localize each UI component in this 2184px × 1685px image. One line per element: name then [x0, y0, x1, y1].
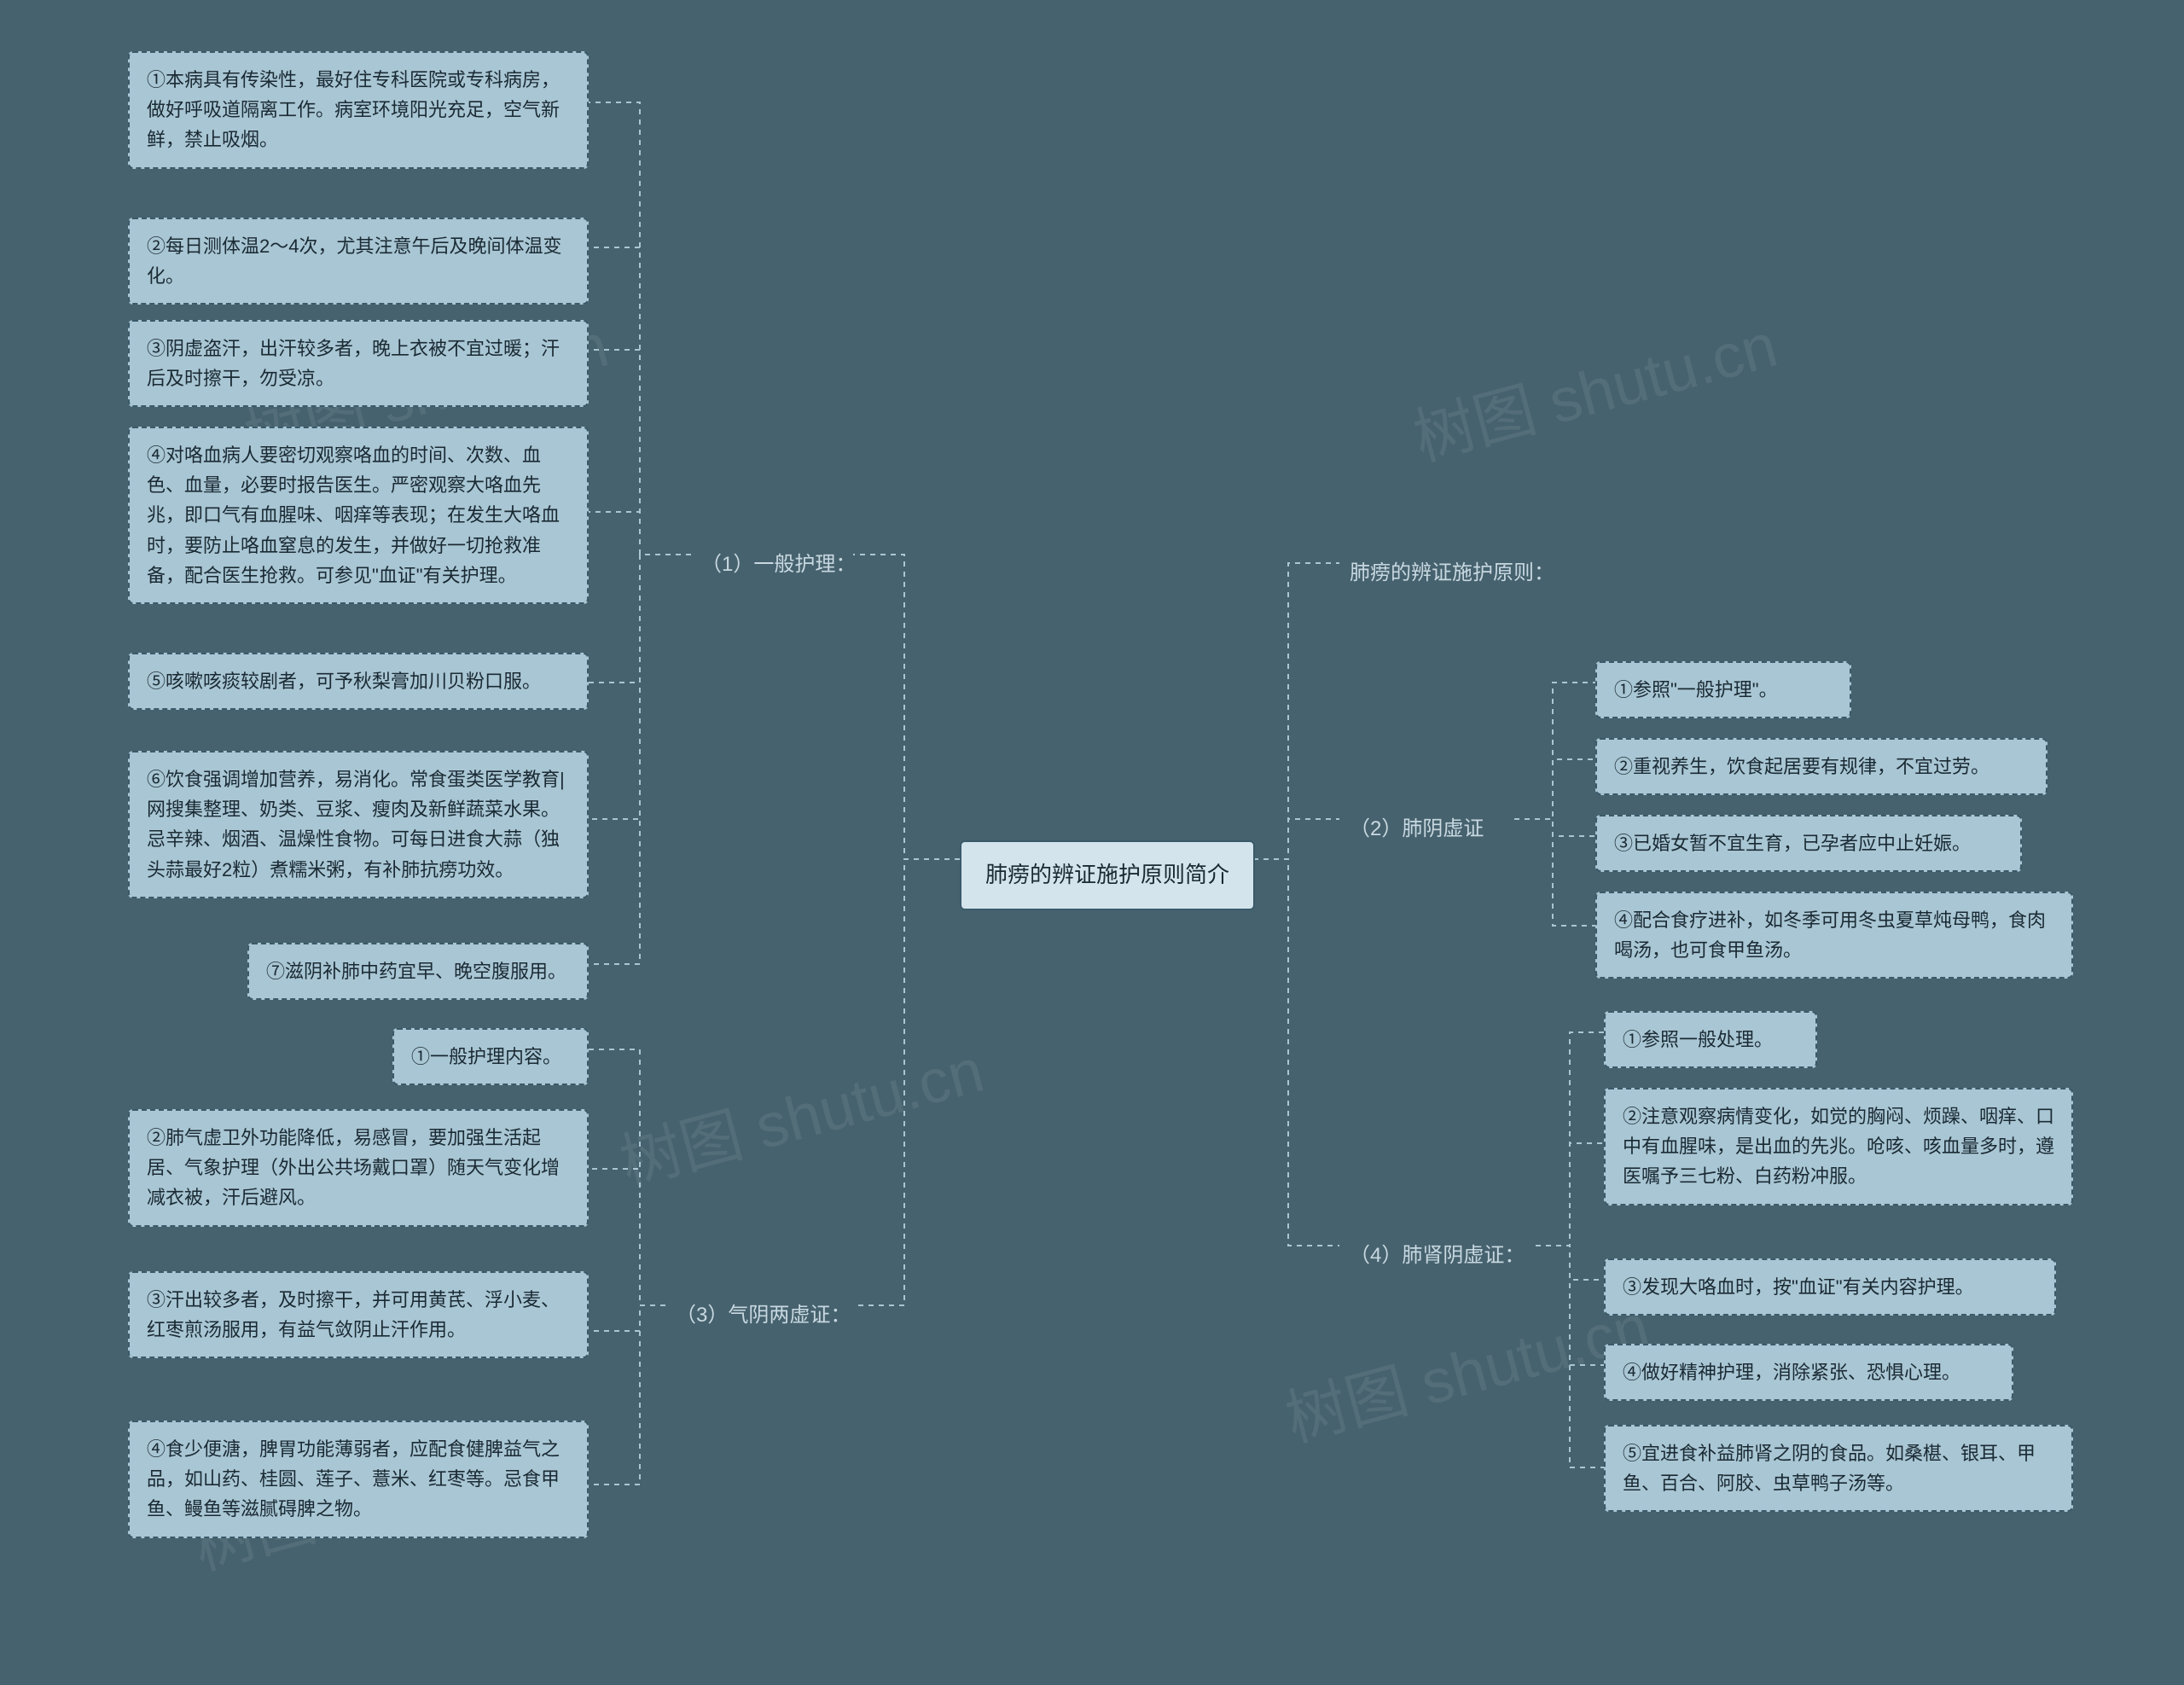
leaf-node: ①参照一般处理。	[1604, 1011, 1817, 1068]
leaf-node: ⑤咳嗽咳痰较剧者，可予秋梨膏加川贝粉口服。	[128, 653, 589, 710]
watermark: 树图 shutu.cn	[1275, 1275, 1658, 1458]
branch-general-care: （1）一般护理：	[691, 542, 866, 588]
leaf-node: ②重视养生，饮食起居要有规律，不宜过劳。	[1595, 738, 2048, 795]
branch-lung-yin-deficiency: （2）肺阴虚证	[1339, 806, 1494, 852]
leaf-node: ②每日测体温2～4次，尤其注意午后及晚间体温变化。	[128, 218, 589, 305]
leaf-node: ④做好精神护理，消除紧张、恐惧心理。	[1604, 1344, 2013, 1401]
watermark: 树图 shutu.cn	[1403, 294, 1786, 477]
leaf-node: ③汗出较多者，及时擦干，并可用黄芪、浮小麦、红枣煎汤服用，有益气敛阴止汗作用。	[128, 1271, 589, 1358]
leaf-node: ③发现大咯血时，按"血证"有关内容护理。	[1604, 1258, 2056, 1316]
leaf-node: ④食少便溏，脾胃功能薄弱者，应配食健脾益气之品，如山药、桂圆、莲子、薏米、红枣等…	[128, 1421, 589, 1538]
leaf-node: ⑤宜进食补益肺肾之阴的食品。如桑椹、银耳、甲鱼、百合、阿胶、虫草鸭子汤等。	[1604, 1425, 2073, 1512]
branch-lung-kidney-yin-deficiency: （4）肺肾阴虚证：	[1339, 1233, 1535, 1279]
center-node: 肺痨的辨证施护原则简介	[960, 840, 1255, 910]
leaf-node: ①本病具有传染性，最好住专科医院或专科病房，做好呼吸道隔离工作。病室环境阳光充足…	[128, 51, 589, 169]
watermark: 树图 shutu.cn	[609, 1020, 992, 1202]
branch-qi-yin-deficiency: （3）气阴两虚证：	[665, 1293, 861, 1339]
leaf-node: ⑥饮食强调增加营养，易消化。常食蛋类医学教育|网搜集整理、奶类、豆浆、瘦肉及新鲜…	[128, 751, 589, 898]
branch-intro: 肺痨的辨证施护原则：	[1339, 550, 1565, 596]
leaf-node: ②注意观察病情变化，如觉的胸闷、烦躁、咽痒、口中有血腥味，是出血的先兆。呛咳、咳…	[1604, 1088, 2073, 1206]
leaf-node: ①一般护理内容。	[392, 1028, 589, 1085]
leaf-node: ③已婚女暂不宜生育，已孕者应中止妊娠。	[1595, 815, 2022, 872]
leaf-node: ⑦滋阴补肺中药宜早、晚空腹服用。	[247, 943, 589, 1000]
leaf-node: ②肺气虚卫外功能降低，易感冒，要加强生活起居、气象护理（外出公共场戴口罩）随天气…	[128, 1109, 589, 1227]
leaf-node: ④配合食疗进补，如冬季可用冬虫夏草炖母鸭，食肉喝汤，也可食甲鱼汤。	[1595, 892, 2073, 979]
leaf-node: ④对咯血病人要密切观察咯血的时间、次数、血色、血量，必要时报告医生。严密观察大咯…	[128, 427, 589, 604]
leaf-node: ①参照"一般护理"。	[1595, 661, 1851, 718]
leaf-node: ③阴虚盗汗，出汗较多者，晚上衣被不宜过暖；汗后及时擦干，勿受凉。	[128, 320, 589, 407]
